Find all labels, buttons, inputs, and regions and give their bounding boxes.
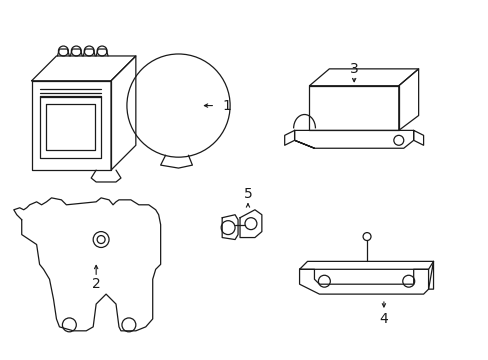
Text: 4: 4 (379, 312, 387, 326)
Text: 3: 3 (349, 62, 358, 76)
Text: 2: 2 (92, 277, 101, 291)
Text: 1: 1 (222, 99, 230, 113)
Text: 5: 5 (243, 187, 252, 201)
